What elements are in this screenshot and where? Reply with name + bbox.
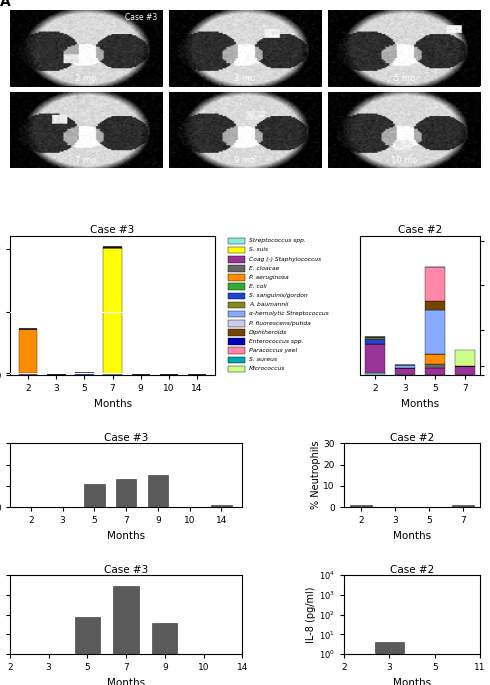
X-axis label: Months: Months: [94, 399, 132, 409]
Text: 5 mo: 5 mo: [393, 74, 415, 83]
Bar: [84, 484, 105, 507]
Bar: [228, 265, 245, 272]
Bar: [365, 336, 385, 339]
Text: Paracoccus yeel: Paracoccus yeel: [249, 348, 297, 353]
Bar: [228, 366, 245, 372]
Bar: [228, 284, 245, 290]
Bar: [395, 368, 415, 375]
Bar: [228, 347, 245, 354]
Bar: [75, 616, 100, 685]
Bar: [452, 505, 474, 507]
Bar: [147, 475, 168, 507]
Y-axis label: % Neutrophils: % Neutrophils: [311, 441, 320, 510]
Text: S. suis: S. suis: [249, 247, 268, 252]
Bar: [350, 505, 372, 507]
X-axis label: Months: Months: [393, 677, 431, 685]
Bar: [19, 373, 37, 375]
Bar: [116, 479, 136, 507]
Bar: [365, 339, 385, 344]
Bar: [455, 366, 475, 375]
Bar: [228, 329, 245, 336]
X-axis label: Months: Months: [401, 399, 439, 409]
Bar: [455, 349, 475, 366]
Text: Enterococcus spp.: Enterococcus spp.: [249, 339, 303, 344]
Bar: [328, 92, 480, 168]
Text: Micrococcus: Micrococcus: [249, 366, 285, 371]
Bar: [328, 10, 480, 86]
Text: Diphtheroids: Diphtheroids: [249, 329, 287, 335]
Title: Case #2: Case #2: [390, 432, 434, 443]
Bar: [228, 356, 245, 363]
Bar: [425, 310, 445, 353]
Bar: [374, 643, 404, 685]
Bar: [19, 329, 37, 373]
Text: Coag (-) Staphylococcus: Coag (-) Staphylococcus: [249, 257, 321, 262]
Bar: [228, 274, 245, 281]
Bar: [228, 256, 245, 262]
Bar: [169, 10, 321, 86]
Text: 10 mo: 10 mo: [391, 156, 417, 165]
Text: α-hemolytic Streptococcus: α-hemolytic Streptococcus: [249, 312, 329, 316]
Text: 7 mo: 7 mo: [75, 156, 97, 165]
Bar: [425, 364, 445, 368]
Bar: [211, 505, 232, 507]
Text: 3 mo: 3 mo: [234, 74, 256, 83]
Text: E. cloacae: E. cloacae: [249, 266, 279, 271]
Text: P. fluorescens/putida: P. fluorescens/putida: [249, 321, 311, 325]
Bar: [228, 292, 245, 299]
Text: Case #3: Case #3: [125, 13, 157, 23]
X-axis label: Months: Months: [107, 531, 145, 540]
Y-axis label: IL-8 (pg/ml): IL-8 (pg/ml): [306, 586, 316, 643]
Bar: [169, 92, 321, 168]
Bar: [228, 311, 245, 317]
Bar: [228, 320, 245, 327]
Bar: [228, 247, 245, 253]
X-axis label: Months: Months: [393, 531, 431, 540]
Title: Case #3: Case #3: [104, 564, 148, 575]
Text: Streptococcus spp.: Streptococcus spp.: [249, 238, 306, 243]
Bar: [152, 623, 177, 685]
Text: A. baumannii: A. baumannii: [249, 302, 288, 308]
Text: 9 mo: 9 mo: [234, 156, 256, 165]
Bar: [75, 373, 94, 375]
X-axis label: Months: Months: [107, 677, 145, 685]
Title: Case #3: Case #3: [104, 432, 148, 443]
Bar: [425, 368, 445, 375]
Bar: [103, 374, 122, 375]
Bar: [10, 92, 162, 168]
Text: A: A: [0, 0, 11, 9]
Title: Case #2: Case #2: [398, 225, 442, 236]
Text: 2 mo: 2 mo: [75, 74, 97, 83]
Title: Case #2: Case #2: [390, 564, 434, 575]
Bar: [365, 344, 385, 373]
Bar: [228, 301, 245, 308]
Title: Case #3: Case #3: [91, 225, 135, 236]
Bar: [395, 365, 415, 368]
Text: S. aureus: S. aureus: [249, 357, 277, 362]
Bar: [425, 301, 445, 310]
Bar: [365, 373, 385, 375]
Bar: [425, 267, 445, 301]
Bar: [114, 586, 139, 685]
Text: P. aeruginosa: P. aeruginosa: [249, 275, 289, 280]
Text: E. coli: E. coli: [249, 284, 267, 289]
Bar: [425, 353, 445, 364]
Bar: [10, 10, 162, 86]
Bar: [228, 238, 245, 245]
Text: S. sanguinis/gordon: S. sanguinis/gordon: [249, 293, 308, 298]
Bar: [228, 338, 245, 345]
Bar: [103, 248, 122, 374]
